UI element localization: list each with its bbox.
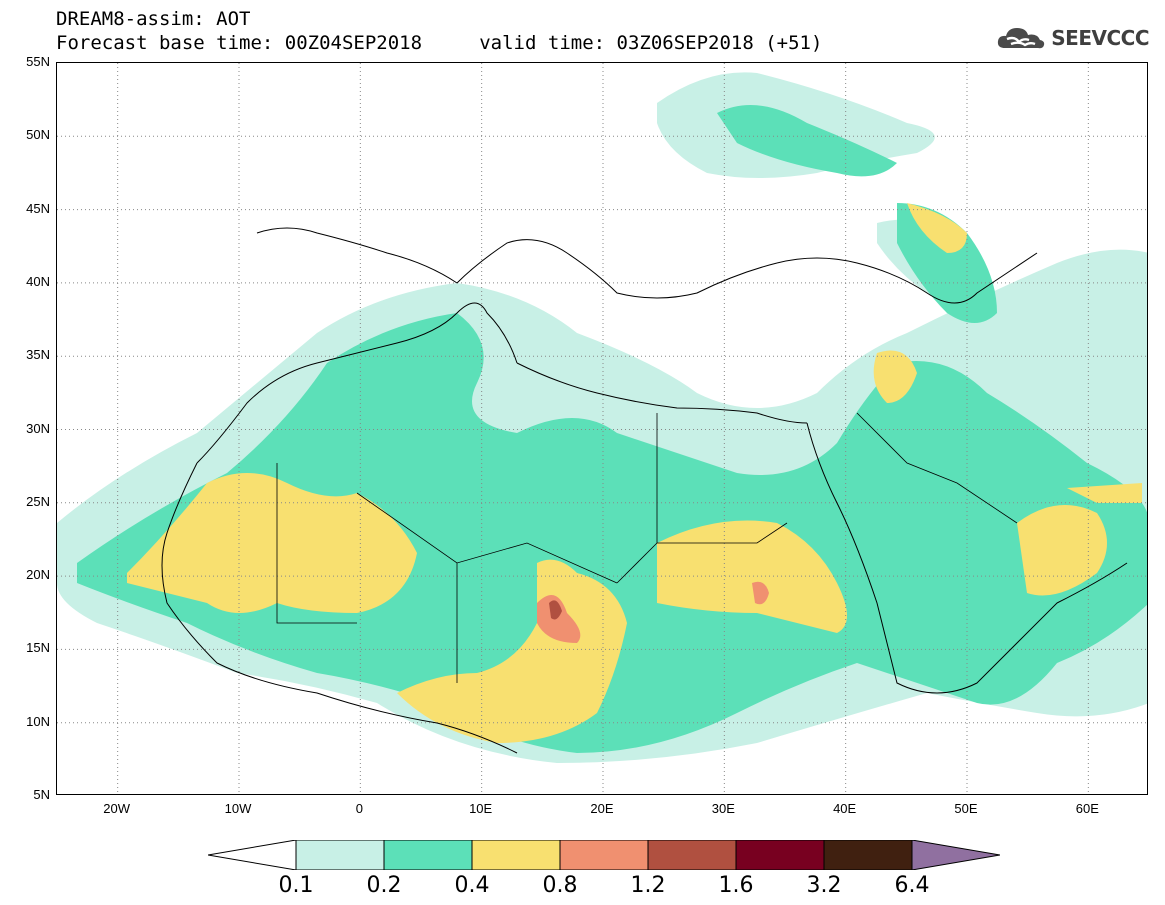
legend-label: 1.2 bbox=[630, 873, 666, 898]
lat-tick-label: 25N bbox=[26, 493, 50, 509]
lon-tick-label: 20W bbox=[103, 801, 131, 816]
coastlines bbox=[161, 227, 1128, 754]
country-borders bbox=[276, 412, 1018, 683]
legend-swatch bbox=[823, 840, 913, 870]
cloud-icon bbox=[998, 28, 1045, 49]
lon-tick-label: 20E bbox=[590, 801, 614, 816]
legend-label: 0.2 bbox=[366, 873, 402, 898]
lon-tick-label: 10W bbox=[224, 801, 252, 816]
legend-swatch bbox=[735, 840, 825, 870]
lat-tick-label: 15N bbox=[26, 640, 50, 656]
aot-color-legend bbox=[208, 840, 1000, 870]
lon-tick-label: 50E bbox=[954, 801, 978, 816]
legend-swatch bbox=[559, 840, 649, 870]
logo-text: SEEVCCC bbox=[1051, 26, 1149, 50]
legend-swatch bbox=[295, 840, 385, 870]
lon-tick-label: 30E bbox=[711, 801, 735, 816]
lat-tick-label: 10N bbox=[26, 713, 50, 729]
lat-tick-label: 45N bbox=[26, 200, 50, 216]
legend-label: 1.6 bbox=[718, 873, 754, 898]
map-title: DREAM8-assim: AOT bbox=[56, 8, 251, 30]
lat-tick-label: 5N bbox=[33, 787, 50, 802]
lat-tick-label: 30N bbox=[26, 420, 50, 436]
legend-label: 0.1 bbox=[278, 873, 314, 898]
legend-swatch bbox=[208, 840, 297, 870]
legend-swatch bbox=[647, 840, 737, 870]
aot-0.4-0.8-area bbox=[127, 203, 1142, 743]
lon-tick-label: 40E bbox=[833, 801, 857, 816]
map-area bbox=[56, 62, 1148, 795]
forecast-time-line: Forecast base time: 00Z04SEP2018 valid t… bbox=[56, 32, 823, 54]
lat-tick-label: 40N bbox=[26, 273, 50, 289]
legend-swatch bbox=[383, 840, 473, 870]
lon-tick-label: 60E bbox=[1075, 801, 1099, 816]
lon-tick-label: 0 bbox=[355, 801, 363, 816]
aot-1.2-1.6-area bbox=[549, 600, 562, 620]
legend-label: 0.4 bbox=[454, 873, 490, 898]
lon-tick-label: 10E bbox=[469, 801, 493, 816]
seevccc-logo: SEEVCCC bbox=[995, 24, 1149, 52]
legend-label: 3.2 bbox=[806, 873, 842, 898]
lat-tick-label: 20N bbox=[26, 567, 50, 583]
legend-label: 6.4 bbox=[894, 873, 930, 898]
aot-0.8-1.2-area bbox=[537, 581, 769, 643]
lat-tick-label: 50N bbox=[26, 127, 50, 143]
legend-swatch bbox=[911, 840, 1000, 870]
lat-tick-label: 35N bbox=[26, 347, 50, 363]
aot-0.2-0.4-area bbox=[77, 105, 1147, 753]
lat-tick-label: 55N bbox=[26, 54, 50, 69]
legend-swatch bbox=[471, 840, 561, 870]
legend-label: 0.8 bbox=[542, 873, 578, 898]
dust-field-map bbox=[57, 63, 1147, 794]
